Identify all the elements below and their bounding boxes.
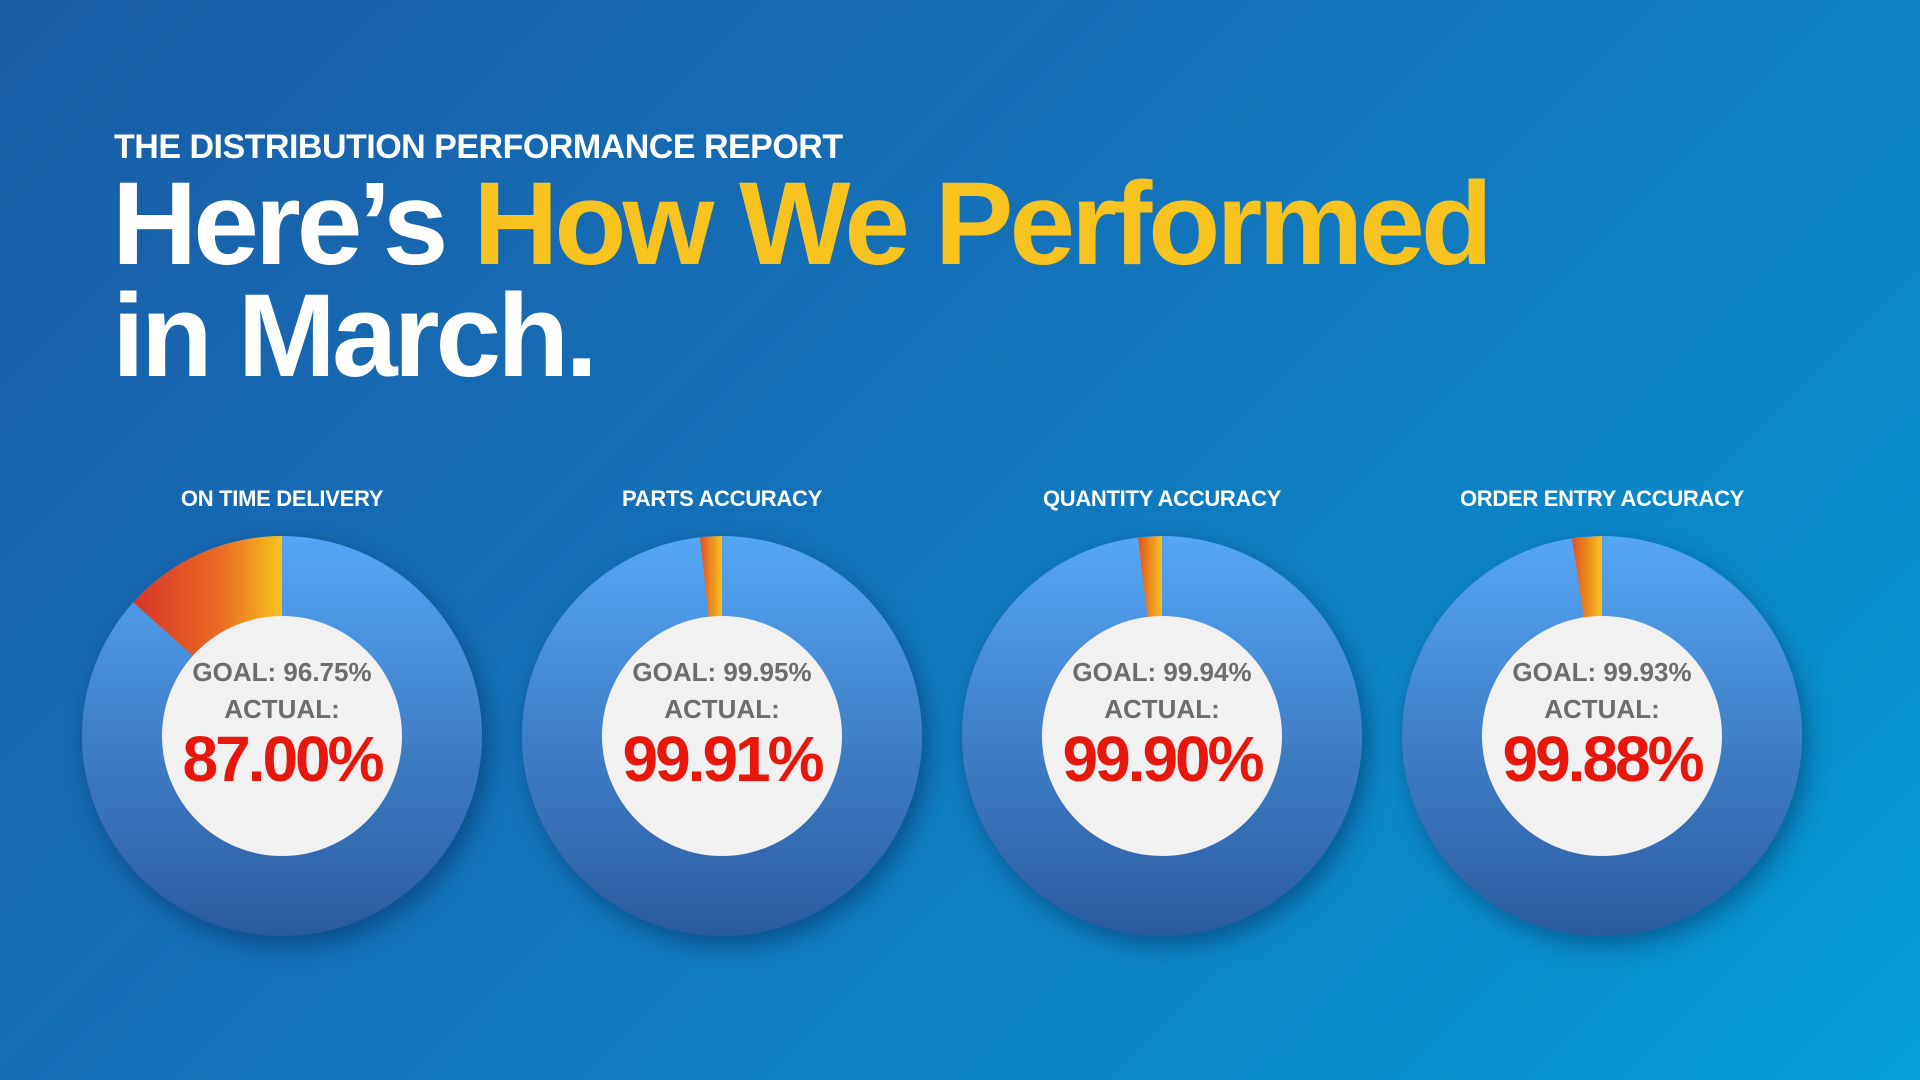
- donut-center: GOAL: 99.95% ACTUAL: 99.91%: [602, 616, 842, 856]
- metric-order-entry-accuracy: ORDER ENTRY ACCURACY GOAL: 99.93% ACTUAL…: [1392, 486, 1812, 936]
- donut-chart: GOAL: 99.93% ACTUAL: 99.88%: [1402, 536, 1802, 936]
- metric-title: PARTS ACCURACY: [622, 486, 822, 511]
- goal-value: GOAL: 99.93%: [1512, 657, 1692, 687]
- donut-center: GOAL: 96.75% ACTUAL: 87.00%: [162, 616, 402, 856]
- headline-part-1: Here’s: [112, 158, 474, 290]
- metric-title: QUANTITY ACCURACY: [1042, 486, 1282, 511]
- actual-value: 99.88%: [1502, 723, 1704, 795]
- metric-title: ORDER ENTRY ACCURACY: [1459, 486, 1745, 511]
- headline-part-2: in March.: [112, 270, 598, 402]
- metric-title: ON TIME DELIVERY: [180, 486, 384, 511]
- donut-chart: GOAL: 99.95% ACTUAL: 99.91%: [522, 536, 922, 936]
- report-eyebrow: THE DISTRIBUTION PERFORMANCE REPORT: [114, 128, 843, 166]
- donut-center: GOAL: 99.93% ACTUAL: 99.88%: [1482, 616, 1722, 856]
- donut-chart: GOAL: 99.94% ACTUAL: 99.90%: [962, 536, 1362, 936]
- actual-label: ACTUAL:: [1104, 694, 1220, 724]
- headline-accent: How We Performed: [473, 158, 1493, 290]
- metric-quantity-accuracy: QUANTITY ACCURACY GOAL: 99.94% ACTUAL: 9…: [952, 486, 1372, 936]
- goal-value: GOAL: 96.75%: [192, 657, 372, 687]
- goal-value: GOAL: 99.94%: [1072, 657, 1252, 687]
- actual-value: 99.91%: [622, 723, 824, 795]
- metric-on-time-delivery: ON TIME DELIVERY GOAL: 96.75% ACTUAL: 87…: [72, 486, 492, 936]
- goal-value: GOAL: 99.95%: [632, 657, 812, 687]
- actual-label: ACTUAL:: [1544, 694, 1660, 724]
- page-headline: Here’s How We Performed in March.: [112, 165, 1493, 395]
- actual-label: ACTUAL:: [224, 694, 340, 724]
- donut-center: GOAL: 99.94% ACTUAL: 99.90%: [1042, 616, 1282, 856]
- actual-value: 87.00%: [182, 723, 384, 795]
- actual-label: ACTUAL:: [664, 694, 780, 724]
- actual-value: 99.90%: [1062, 723, 1264, 795]
- metric-parts-accuracy: PARTS ACCURACY GOAL: 99.95% ACTUAL: 99.9…: [512, 486, 932, 936]
- donut-chart: GOAL: 96.75% ACTUAL: 87.00%: [82, 536, 482, 936]
